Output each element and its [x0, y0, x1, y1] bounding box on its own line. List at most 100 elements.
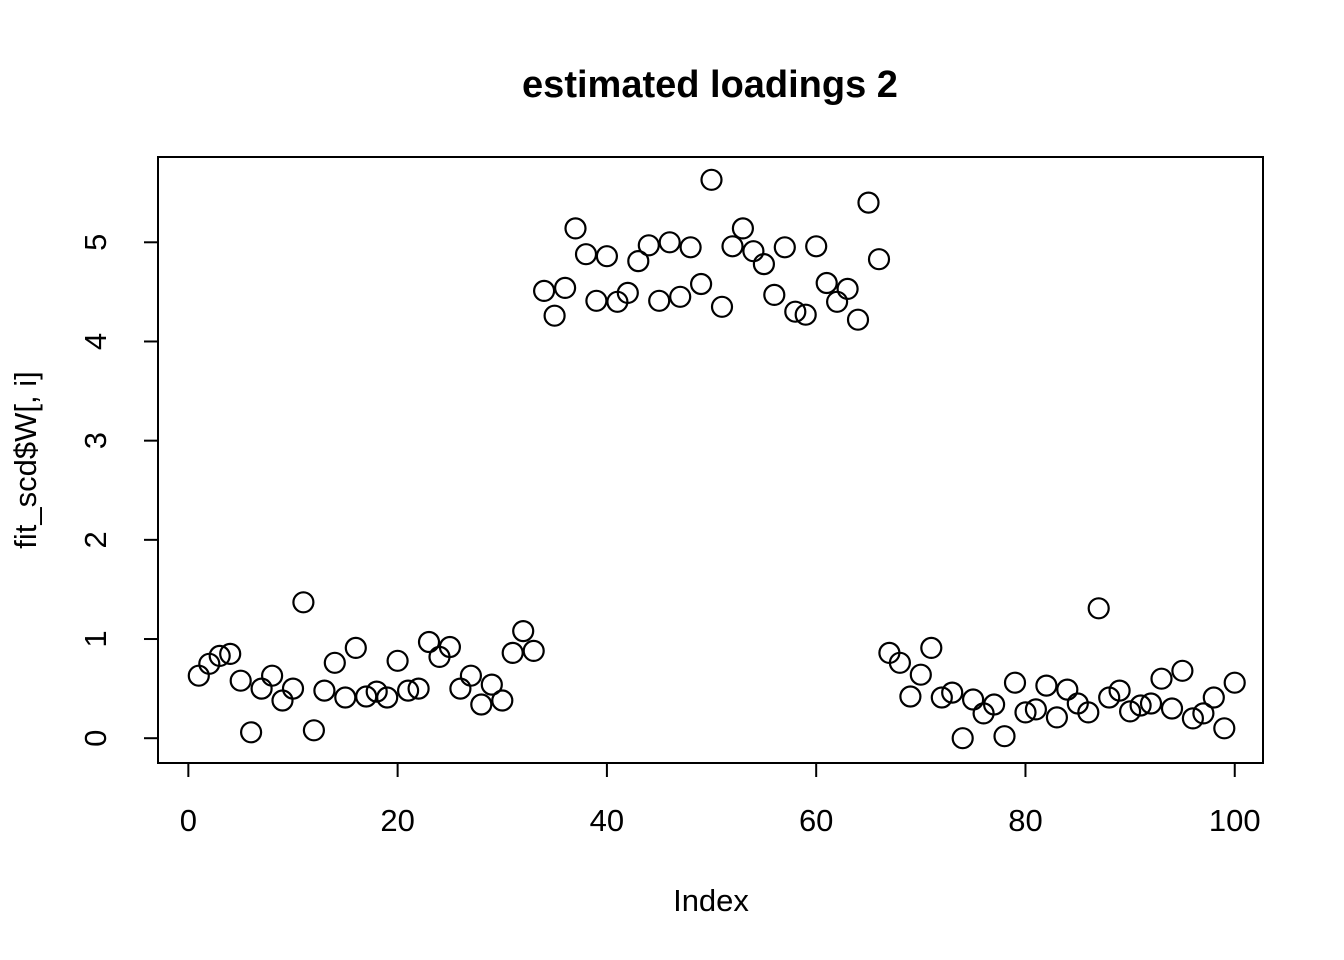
data-point: [637, 234, 660, 257]
data-point: [679, 236, 702, 259]
data-point: [397, 679, 420, 702]
data-point: [313, 679, 336, 702]
y-tick-label: 2: [78, 531, 113, 548]
data-point: [742, 240, 765, 263]
plot-frame: [157, 156, 1264, 764]
data-point: [773, 236, 796, 259]
data-point: [941, 681, 964, 704]
data-point: [763, 283, 786, 306]
data-point: [888, 651, 912, 674]
data-point: [1139, 692, 1163, 715]
data-point: [899, 685, 922, 708]
data-point: [250, 677, 273, 700]
data-point: [993, 725, 1016, 748]
data-point: [1150, 667, 1173, 690]
data-point: [1118, 700, 1142, 723]
data-point: [334, 686, 357, 709]
data-point: [1024, 698, 1048, 721]
data-point: [1014, 701, 1037, 724]
data-point: [648, 289, 671, 312]
data-point: [1160, 697, 1184, 720]
data-point: [909, 663, 932, 686]
data-point: [449, 677, 472, 700]
data-point: [386, 649, 409, 672]
data-point: [930, 686, 953, 709]
data-point: [240, 721, 263, 744]
y-tick-label: 5: [78, 234, 113, 251]
data-point: [1129, 694, 1152, 717]
data-points-group: [187, 168, 1246, 750]
data-point: [982, 693, 1006, 716]
data-point: [731, 217, 755, 240]
data-point: [585, 289, 608, 312]
x-axis: 0 20 40 60 80 100: [180, 763, 1261, 838]
data-point: [543, 304, 566, 327]
data-point: [1202, 686, 1225, 709]
data-point: [501, 641, 524, 665]
data-point: [616, 281, 639, 304]
data-point: [857, 191, 880, 214]
plot-title: estimated loadings 2: [522, 64, 898, 106]
data-point: [951, 727, 974, 750]
data-point: [1181, 707, 1205, 730]
data-point: [689, 272, 713, 296]
data-point: [669, 285, 692, 308]
y-axis: 0 1 2 3 4 5: [78, 234, 158, 747]
x-tick-label: 80: [1008, 803, 1042, 838]
data-point: [261, 664, 284, 687]
data-point: [1192, 702, 1215, 725]
data-point: [574, 243, 598, 266]
data-point: [323, 651, 346, 674]
data-point: [1056, 678, 1079, 701]
data-point: [752, 253, 776, 276]
data-point: [710, 295, 734, 318]
data-point: [658, 231, 681, 254]
data-point: [805, 235, 828, 258]
data-point: [1035, 674, 1058, 697]
data-point: [522, 639, 545, 663]
data-point: [961, 688, 985, 711]
data-point: [459, 664, 482, 687]
data-point: [1223, 671, 1246, 694]
data-point: [187, 664, 210, 687]
data-point: [532, 279, 556, 302]
data-point: [491, 689, 514, 712]
y-tick-label: 1: [78, 630, 113, 647]
data-point: [219, 642, 242, 666]
x-tick-label: 0: [180, 803, 197, 838]
y-tick-label: 0: [78, 730, 113, 747]
data-point: [627, 250, 650, 273]
x-tick-label: 40: [590, 803, 624, 838]
data-point: [1171, 659, 1194, 682]
data-point: [281, 677, 305, 700]
data-point: [1213, 717, 1236, 740]
data-point: [836, 277, 859, 300]
data-point: [512, 619, 535, 643]
x-tick-label: 60: [799, 803, 833, 838]
data-point: [480, 673, 503, 696]
data-point: [794, 303, 817, 326]
data-point: [920, 636, 943, 660]
data-point: [700, 168, 723, 191]
data-point: [1045, 706, 1069, 729]
data-point: [595, 245, 619, 268]
data-point: [271, 689, 294, 712]
data-point: [846, 308, 870, 331]
data-point: [1003, 671, 1027, 694]
data-point: [867, 248, 891, 271]
data-point: [302, 719, 325, 742]
x-tick-label: 20: [380, 803, 414, 838]
data-point: [721, 235, 744, 258]
data-point: [344, 636, 367, 660]
data-point: [407, 677, 430, 700]
data-point: [292, 591, 315, 614]
x-axis-label: Index: [673, 883, 749, 918]
x-tick-label: 100: [1209, 803, 1261, 838]
data-point: [365, 680, 388, 703]
data-point: [564, 217, 587, 240]
data-point: [815, 271, 838, 295]
y-tick-label: 4: [78, 333, 113, 350]
data-point: [229, 669, 252, 692]
data-point: [208, 644, 231, 668]
